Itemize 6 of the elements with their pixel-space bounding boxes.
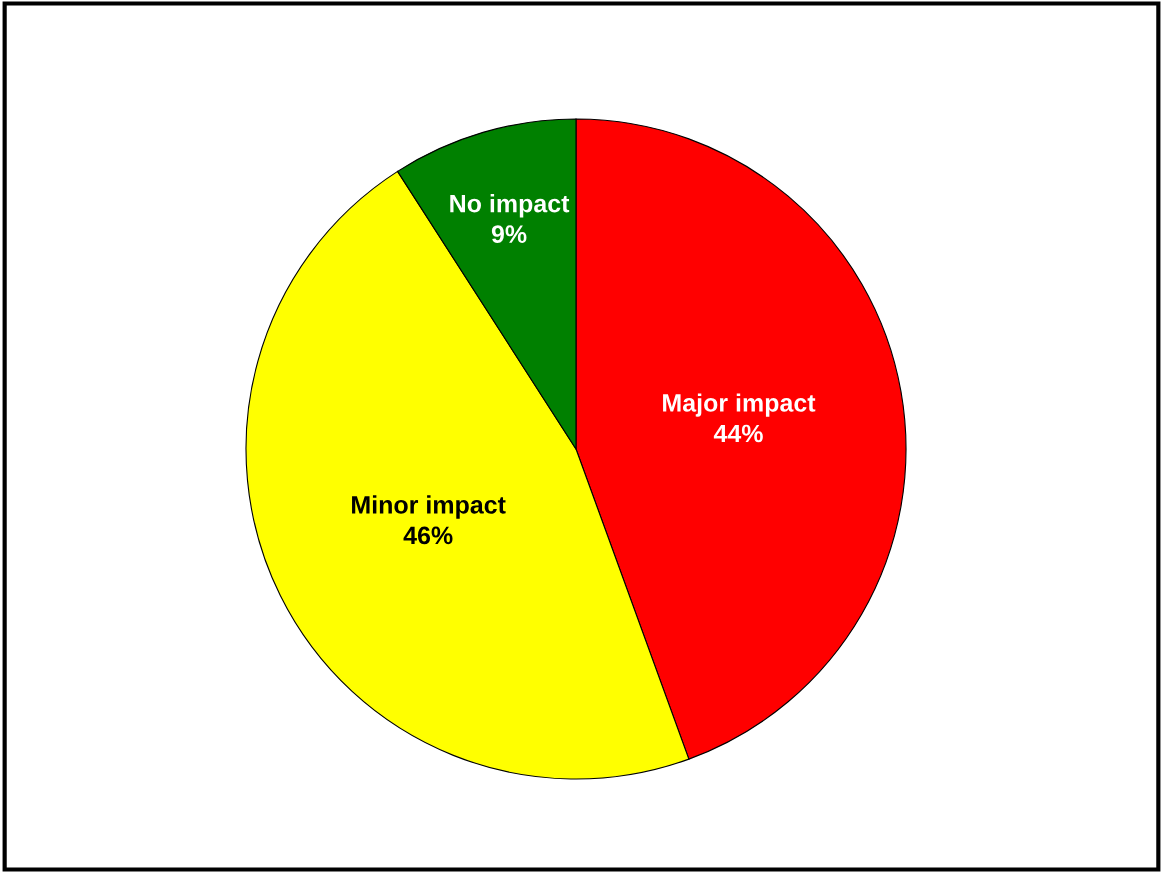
data-label: 46% xyxy=(403,526,453,545)
slice-label: Major impact xyxy=(663,393,816,417)
slice-label: Minor impact xyxy=(352,495,506,519)
slice-label: No impact xyxy=(450,194,570,218)
data-label: 44% xyxy=(713,424,763,443)
data-label: 9% xyxy=(491,225,527,243)
